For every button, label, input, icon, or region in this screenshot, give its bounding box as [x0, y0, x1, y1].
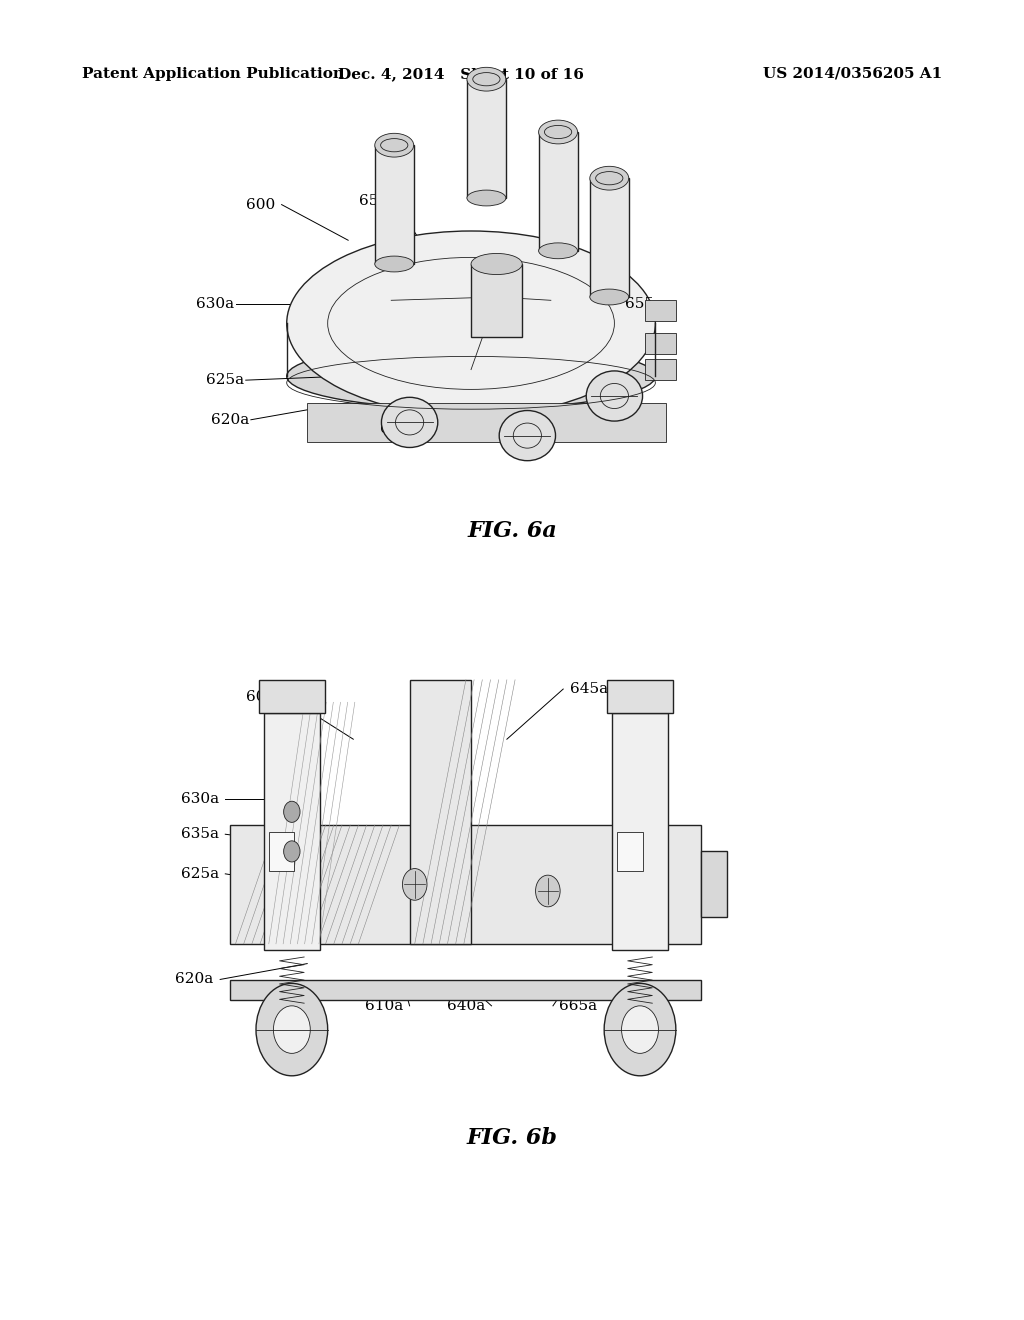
FancyBboxPatch shape [606, 680, 674, 713]
Text: 625a: 625a [206, 374, 245, 387]
FancyBboxPatch shape [264, 713, 319, 950]
Ellipse shape [375, 133, 414, 157]
FancyBboxPatch shape [230, 979, 701, 1001]
Text: US 2014/0356205 A1: US 2014/0356205 A1 [763, 67, 942, 81]
Text: 665a: 665a [559, 999, 598, 1012]
Text: 600: 600 [247, 690, 275, 704]
Text: 630a: 630a [180, 792, 219, 805]
Text: 610a: 610a [380, 422, 419, 436]
Bar [616, 832, 643, 871]
Circle shape [622, 1006, 658, 1053]
Text: FIG. 6b: FIG. 6b [467, 1127, 557, 1148]
Ellipse shape [471, 253, 522, 275]
Text: 650: 650 [359, 194, 388, 207]
Ellipse shape [287, 231, 655, 416]
Bar [645, 333, 676, 354]
Ellipse shape [539, 120, 578, 144]
Text: 635a: 635a [180, 828, 219, 841]
Circle shape [273, 1006, 310, 1053]
Circle shape [604, 983, 676, 1076]
Text: 620a: 620a [211, 413, 250, 426]
FancyBboxPatch shape [701, 851, 727, 917]
Ellipse shape [500, 411, 555, 461]
Ellipse shape [467, 67, 506, 91]
Ellipse shape [375, 256, 414, 272]
FancyBboxPatch shape [410, 680, 471, 944]
Ellipse shape [287, 343, 655, 409]
Ellipse shape [590, 289, 629, 305]
Ellipse shape [381, 397, 438, 447]
Ellipse shape [587, 371, 643, 421]
Text: 620a: 620a [175, 973, 214, 986]
Circle shape [536, 875, 560, 907]
Text: 640a: 640a [446, 999, 485, 1012]
Polygon shape [307, 403, 666, 442]
Bar [645, 359, 676, 380]
Circle shape [402, 869, 427, 900]
Bar [645, 300, 676, 321]
Polygon shape [590, 178, 629, 297]
Text: 600: 600 [247, 198, 275, 211]
Polygon shape [471, 264, 522, 337]
Ellipse shape [590, 166, 629, 190]
Text: Patent Application Publication: Patent Application Publication [82, 67, 344, 81]
Text: Dec. 4, 2014   Sheet 10 of 16: Dec. 4, 2014 Sheet 10 of 16 [338, 67, 584, 81]
Circle shape [256, 983, 328, 1076]
FancyBboxPatch shape [258, 680, 326, 713]
Polygon shape [467, 79, 506, 198]
FancyBboxPatch shape [230, 825, 701, 944]
Ellipse shape [539, 243, 578, 259]
Text: 645a: 645a [569, 682, 608, 696]
Text: 655: 655 [626, 297, 654, 310]
FancyBboxPatch shape [612, 713, 669, 950]
Text: 630a: 630a [196, 297, 234, 310]
Polygon shape [375, 145, 414, 264]
Polygon shape [539, 132, 578, 251]
Text: 625a: 625a [180, 867, 219, 880]
Bar [268, 832, 295, 871]
Text: 610a: 610a [365, 999, 403, 1012]
Text: FIG. 6a: FIG. 6a [467, 520, 557, 541]
Circle shape [284, 841, 300, 862]
Ellipse shape [467, 190, 506, 206]
Circle shape [284, 801, 300, 822]
